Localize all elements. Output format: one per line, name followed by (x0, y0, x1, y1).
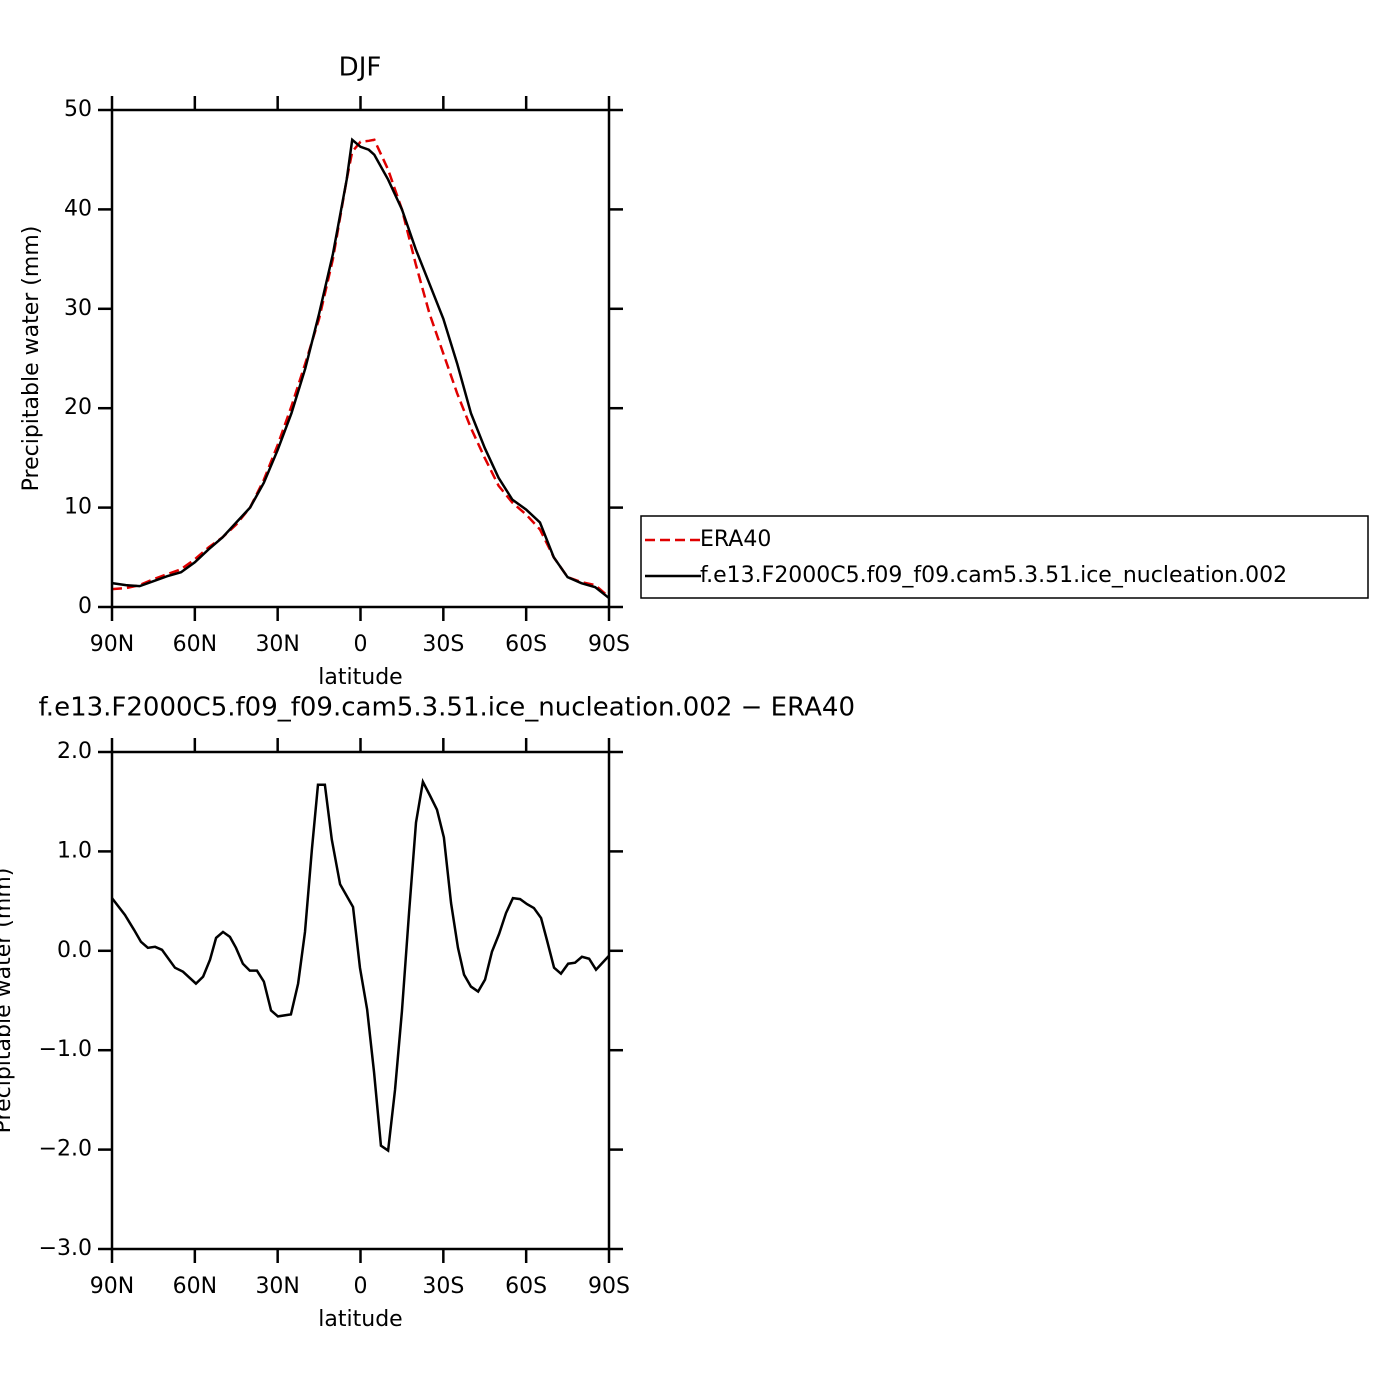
x-axis-label: latitude (318, 1307, 402, 1332)
x-tick-label: 0 (354, 1274, 368, 1299)
x-tick-label: 90S (588, 632, 630, 657)
legend-label: ERA40 (700, 527, 771, 552)
y-tick-label: 10 (64, 495, 92, 520)
data-line (111, 777, 610, 1153)
y-tick-label: 20 (64, 395, 92, 420)
y-tick-label: 2.0 (57, 739, 92, 764)
y-axis-label: Precipitable water (mm) (0, 868, 16, 1134)
y-tick-label: −3.0 (39, 1236, 92, 1261)
x-tick-label: 0 (354, 632, 368, 657)
x-tick-label: 60S (505, 632, 547, 657)
x-tick-label: 90N (90, 1274, 134, 1299)
x-tick-label: 60N (173, 1274, 217, 1299)
y-tick-label: 0 (78, 594, 92, 619)
x-tick-label: 90S (588, 1274, 630, 1299)
y-tick-label: −2.0 (39, 1137, 92, 1162)
chart-title: f.e13.F2000C5.f09_f09.cam5.3.51.ice_nucl… (39, 693, 855, 723)
data-line (111, 138, 610, 599)
y-tick-label: 30 (64, 296, 92, 321)
data-line (111, 137, 610, 600)
x-tick-label: 60N (173, 632, 217, 657)
x-tick-label: 30S (422, 632, 464, 657)
x-tick-label: 30N (255, 632, 299, 657)
y-tick-label: 50 (64, 97, 92, 122)
y-tick-label: −1.0 (39, 1037, 92, 1062)
y-tick-label: 40 (64, 196, 92, 221)
plot-frame (110, 108, 611, 609)
y-tick-label: 0.0 (57, 938, 92, 963)
x-tick-label: 30N (255, 1274, 299, 1299)
chart-title: DJF (339, 53, 382, 83)
x-axis-label: latitude (318, 665, 402, 690)
plot-frame (110, 750, 611, 1251)
x-tick-label: 60S (505, 1274, 547, 1299)
x-tick-label: 30S (422, 1274, 464, 1299)
legend-box (640, 515, 1369, 599)
y-tick-label: 1.0 (57, 838, 92, 863)
y-axis-label: Precipitable water (mm) (19, 226, 44, 492)
x-tick-label: 90N (90, 632, 134, 657)
legend-label: f.e13.F2000C5.f09_f09.cam5.3.51.ice_nucl… (700, 563, 1287, 588)
